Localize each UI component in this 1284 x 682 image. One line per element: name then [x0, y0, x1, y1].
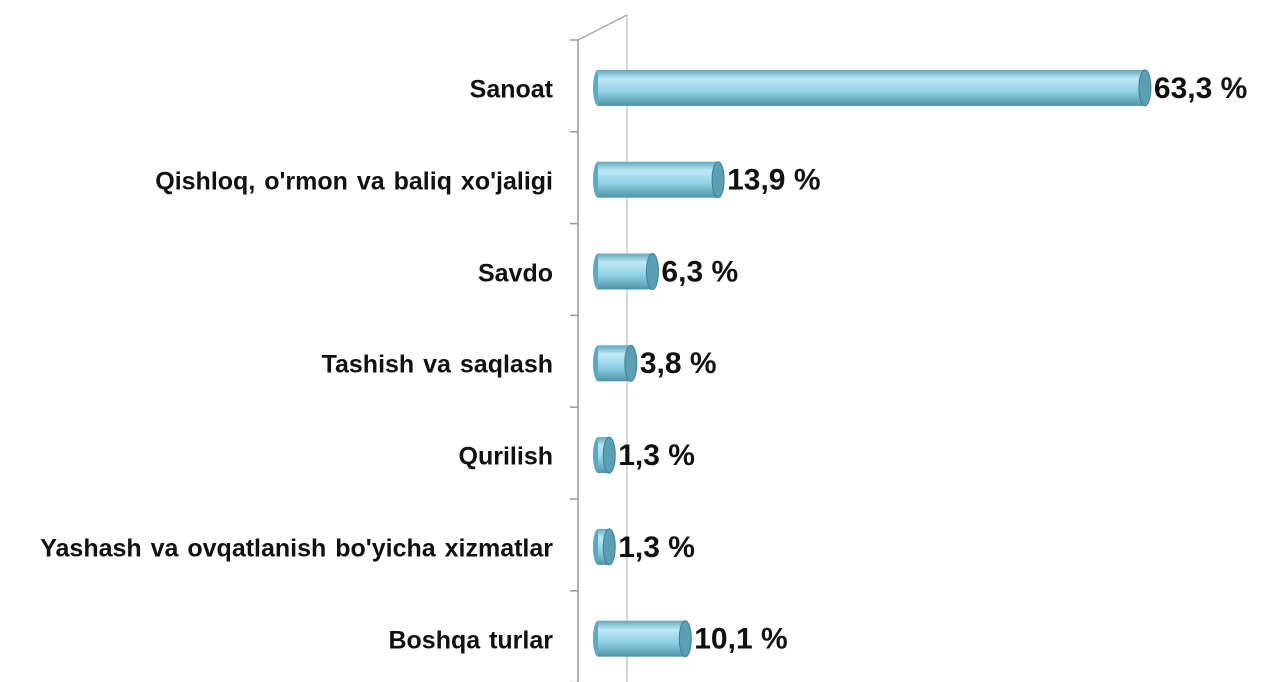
value-label: 1,3 %: [618, 531, 695, 564]
bar-group: [593, 344, 638, 382]
category-label-box: Yashash va ovqatlanish bo'yicha xizmatla…: [0, 535, 553, 562]
bar-cap-end: [645, 253, 659, 290]
bar: [598, 620, 686, 657]
bar-group: [593, 436, 616, 474]
bar-cap-end: [624, 344, 638, 382]
bar-group: [593, 620, 692, 658]
value-label: 1,3 %: [618, 439, 695, 472]
category-label: Tashish va saqlash: [321, 350, 553, 379]
category-label: Yashash va ovqatlanish bo'yicha xizmatla…: [40, 534, 553, 563]
bar-cap-end: [711, 161, 725, 199]
bar: [598, 69, 1145, 106]
bar-cap-end: [678, 620, 692, 658]
bar-cap-end: [1138, 69, 1152, 107]
bar-group: [593, 69, 1152, 107]
value-label: 10,1 %: [694, 623, 787, 656]
value-label: 6,3 %: [661, 255, 738, 288]
bar-group: [593, 528, 616, 566]
bar-group: [593, 253, 659, 290]
category-label-box: Qurilish: [0, 442, 553, 471]
bar: [598, 253, 653, 290]
category-label: Boshqa turlar: [388, 626, 553, 655]
value-label: 63,3 %: [1154, 72, 1247, 105]
value-label: 3,8 %: [640, 347, 717, 380]
bar-cap-end: [602, 436, 616, 474]
category-label: Qurilish: [458, 442, 553, 471]
bar-cap-end: [602, 528, 616, 566]
category-label-box: Boshqa turlar: [0, 627, 553, 654]
value-label: 13,9 %: [727, 164, 820, 197]
category-label-box: Tashish va saqlash: [0, 350, 553, 379]
category-label: Savdo: [477, 259, 553, 287]
category-label-box: Savdo: [0, 260, 553, 287]
category-label-box: Sanoat: [0, 76, 553, 103]
category-label: Sanoat: [469, 75, 553, 104]
bar-group: [593, 161, 725, 199]
category-label-box: Qishloq, o'rmon va baliq xo'jaligi: [0, 168, 553, 195]
category-label: Qishloq, o'rmon va baliq xo'jaligi: [155, 167, 553, 196]
bar: [598, 161, 719, 198]
